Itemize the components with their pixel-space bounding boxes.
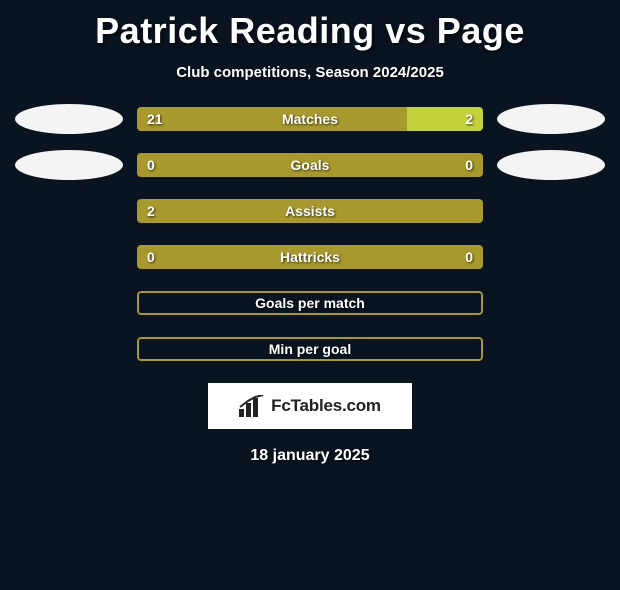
player-left-marker (15, 104, 123, 134)
stat-bar: 212Matches (137, 107, 483, 131)
stat-bar: Min per goal (137, 337, 483, 361)
stat-row: 00Hattricks (0, 245, 620, 269)
player-right-marker (497, 150, 605, 180)
stat-label: Goals (137, 153, 483, 177)
stat-rows: 212Matches 00Goals 2Assists 00Hattricks Goal… (0, 107, 620, 361)
date-text: 18 january 2025 (0, 447, 620, 465)
stat-label: Goals per match (137, 291, 483, 315)
stat-bar: 00Hattricks (137, 245, 483, 269)
player-right-marker (497, 104, 605, 134)
page-title: Patrick Reading vs Page (0, 10, 620, 52)
logo-text: FcTables.com (271, 396, 381, 416)
stat-row: 00Goals (0, 153, 620, 177)
stat-bar: 00Goals (137, 153, 483, 177)
stat-row: Min per goal (0, 337, 620, 361)
fctables-logo: FcTables.com (208, 383, 412, 429)
stat-bar: Goals per match (137, 291, 483, 315)
player-left-marker (15, 150, 123, 180)
stat-bar: 2Assists (137, 199, 483, 223)
stat-row: 212Matches (0, 107, 620, 131)
stat-label: Min per goal (137, 337, 483, 361)
stat-row: 2Assists (0, 199, 620, 223)
stat-label: Hattricks (137, 245, 483, 269)
bars-icon (239, 395, 265, 417)
stat-label: Matches (137, 107, 483, 131)
stat-label: Assists (137, 199, 483, 223)
subtitle: Club competitions, Season 2024/2025 (0, 64, 620, 81)
stat-row: Goals per match (0, 291, 620, 315)
